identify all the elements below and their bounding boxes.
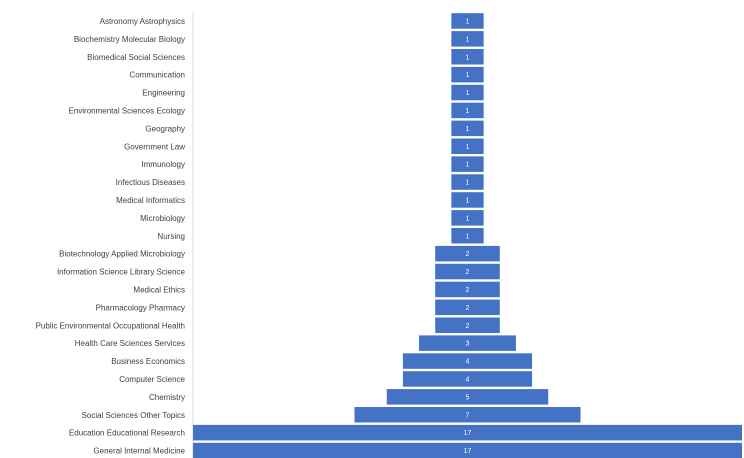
value-label-astronomy-astrophysics: 1 — [466, 18, 470, 25]
value-label-infectious-diseases: 1 — [466, 180, 470, 187]
value-label-general-internal-medicine: 17 — [464, 448, 472, 455]
bar-biotechnology-applied-microbiology — [435, 245, 500, 262]
value-label-biomedical-social-sciences: 1 — [466, 54, 470, 61]
category-label-geography: Geography — [145, 124, 185, 133]
category-label-chemistry: Chemistry — [149, 393, 185, 402]
bar-environmental-sciences-ecology — [451, 102, 484, 119]
value-label-geography: 1 — [466, 126, 470, 133]
value-label-medical-informatics: 1 — [466, 197, 470, 204]
value-label-medical-ethics: 2 — [466, 287, 470, 294]
category-label-government-law: Government Law — [124, 142, 185, 151]
value-label-biotechnology-applied-microbiology: 2 — [466, 251, 470, 258]
category-label-education-educational-research: Education Educational Research — [69, 429, 185, 438]
category-label-general-internal-medicine: General Internal Medicine — [93, 447, 185, 456]
value-label-engineering: 1 — [466, 90, 470, 97]
category-label-social-sciences-other-topics: Social Sciences Other Topics — [82, 411, 185, 420]
bar-chemistry — [386, 389, 549, 405]
bar-biochemistry-molecular-biology — [451, 31, 484, 47]
bar-immunology — [451, 156, 484, 172]
category-label-public-environmental-occupational-health: Public Environmental Occupational Health — [36, 321, 185, 330]
value-label-information-science-library-science: 2 — [466, 269, 470, 276]
bar-information-science-library-science — [435, 263, 500, 280]
bar-biomedical-social-sciences — [451, 49, 484, 65]
bar-health-care-sciences-services — [419, 335, 516, 351]
bar-nursing — [451, 228, 484, 244]
bars — [193, 13, 742, 458]
bar-public-environmental-occupational-health — [435, 317, 500, 333]
category-label-pharmacology-pharmacy: Pharmacology Pharmacy — [96, 303, 185, 312]
category-label-infectious-diseases: Infectious Diseases — [116, 178, 185, 187]
bar-medical-ethics — [435, 281, 500, 298]
value-label-government-law: 1 — [466, 144, 470, 151]
value-label-immunology: 1 — [466, 162, 470, 169]
bar-medical-informatics — [451, 192, 484, 208]
value-label-chemistry: 5 — [466, 394, 470, 401]
value-label-pharmacology-pharmacy: 2 — [466, 305, 470, 312]
category-label-immunology: Immunology — [141, 160, 185, 169]
value-label-education-educational-research: 17 — [464, 430, 472, 437]
bar-engineering — [451, 84, 484, 101]
category-label-business-economics: Business Economics — [111, 357, 185, 366]
value-label-health-care-sciences-services: 3 — [466, 341, 470, 348]
value-label-social-sciences-other-topics: 7 — [466, 412, 470, 419]
value-label-business-economics: 4 — [466, 359, 470, 366]
category-label-information-science-library-science: Information Science Library Science — [57, 268, 186, 277]
value-label-microbiology: 1 — [466, 215, 470, 222]
bar-computer-science — [402, 371, 533, 387]
bar-astronomy-astrophysics — [451, 13, 484, 29]
category-label-environmental-sciences-ecology: Environmental Sciences Ecology — [68, 106, 185, 115]
bar-communication — [451, 66, 484, 83]
bar-microbiology — [451, 210, 484, 226]
value-label-biochemistry-molecular-biology: 1 — [466, 36, 470, 43]
bar-education-educational-research — [193, 424, 742, 441]
category-label-computer-science: Computer Science — [119, 375, 185, 384]
value-label-nursing: 1 — [466, 233, 470, 240]
bar-social-sciences-other-topics — [354, 407, 581, 423]
bar-business-economics — [402, 353, 533, 369]
bar-government-law — [451, 138, 484, 154]
value-label-public-environmental-occupational-health: 2 — [466, 323, 470, 330]
bar-general-internal-medicine — [193, 442, 742, 458]
category-label-biochemistry-molecular-biology: Biochemistry Molecular Biology — [74, 35, 185, 44]
category-label-health-care-sciences-services: Health Care Sciences Services — [75, 339, 185, 348]
bar-geography — [451, 120, 484, 137]
category-label-microbiology: Microbiology — [140, 214, 185, 223]
category-label-engineering: Engineering — [142, 89, 185, 98]
bar-infectious-diseases — [451, 174, 484, 190]
value-label-computer-science: 4 — [466, 376, 470, 383]
category-label-nursing: Nursing — [157, 232, 185, 241]
value-labels: 1 1 1 1 1 1 1 1 1 1 1 1 1 2 2 2 2 2 3 4 4 5 7 17 17 — [464, 18, 472, 455]
category-label-astronomy-astrophysics: Astronomy Astrophysics — [100, 17, 185, 26]
category-label-biomedical-social-sciences: Biomedical Social Sciences — [87, 53, 185, 62]
category-label-medical-informatics: Medical Informatics — [116, 196, 185, 205]
value-label-environmental-sciences-ecology: 1 — [466, 108, 470, 115]
value-label-communication: 1 — [466, 72, 470, 79]
category-label-biotechnology-applied-microbiology: Biotechnology Applied Microbiology — [59, 250, 185, 259]
category-label-medical-ethics: Medical Ethics — [133, 285, 185, 294]
category-labels: Astronomy Astrophysics Biochemistry Molec… — [36, 17, 186, 456]
category-label-communication: Communication — [129, 71, 185, 80]
bar-pharmacology-pharmacy — [435, 299, 500, 316]
